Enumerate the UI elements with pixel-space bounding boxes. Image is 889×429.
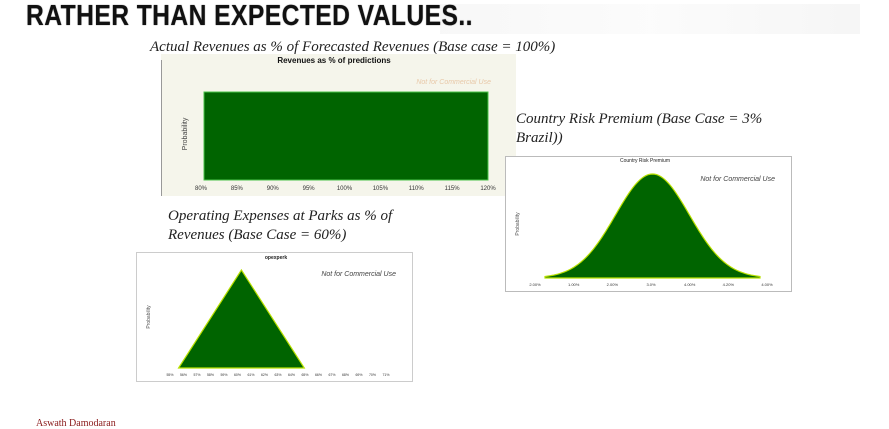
- country-risk-tick-label: 4.00%: [761, 282, 773, 287]
- opex-tick-label: 58%: [207, 373, 214, 377]
- revenue-left-border: [161, 60, 162, 196]
- revenue-tick-label: 95%: [303, 186, 316, 192]
- opex-tick-label: 65%: [301, 373, 308, 377]
- revenue-y-label: Probability: [182, 117, 189, 150]
- opex-tick-label: 59%: [220, 373, 227, 377]
- revenue-tick-label: 105%: [373, 186, 389, 192]
- country-risk-chart-title: Country Risk Premium: [620, 158, 670, 164]
- opex-tick-label: 64%: [288, 373, 295, 377]
- opex-tick-label: 57%: [193, 373, 200, 377]
- revenue-chart: Revenues as % of predictions Probability…: [161, 54, 516, 196]
- revenue-watermark: Not for Commercial Use: [416, 79, 491, 86]
- country-risk-caption: Country Risk Premium (Base Case = 3% Bra…: [516, 111, 763, 146]
- faded-header-band: [440, 4, 860, 34]
- opex-tick-label: 67%: [328, 373, 335, 377]
- opex-tick-label: 68%: [342, 373, 349, 377]
- revenue-tick-label: 85%: [231, 186, 244, 192]
- country-risk-plot-area: [544, 173, 761, 279]
- country-risk-chart: Country Risk Premium Probability Not for…: [505, 156, 792, 292]
- opex-chart: opexperk Probability Not for Commercial …: [136, 252, 413, 382]
- opex-caption: Operating Expenses at Parks as % of Reve…: [168, 208, 393, 243]
- country-risk-tick-label: 4.20%: [723, 282, 735, 287]
- revenue-plot-area: [203, 91, 489, 181]
- country-risk-tick-label: 2.00%: [607, 282, 619, 287]
- opex-tick-label: 71%: [382, 373, 389, 377]
- opex-tick-label: 56%: [180, 373, 187, 377]
- country-risk-tick-label: 3.0%: [646, 282, 656, 287]
- opex-tick-label: 55%: [166, 373, 173, 377]
- opex-x-ticks: 55% 56% 57% 58% 59% 60% 61% 62% 63% 64% 65% 66% 67% 6…: [166, 373, 389, 377]
- revenue-tick-label: 80%: [195, 186, 208, 192]
- revenue-tick-label: 90%: [267, 186, 280, 192]
- country-risk-tick-label: 1.00%: [568, 282, 580, 287]
- revenue-chart-title: Revenues as % of predictions: [277, 56, 391, 65]
- country-risk-tick-label: 4.00%: [684, 282, 696, 287]
- revenue-tick-label: 100%: [337, 186, 353, 192]
- opex-watermark: Not for Commercial Use: [321, 271, 396, 278]
- opex-tick-label: 60%: [234, 373, 241, 377]
- country-risk-tick-label: 2.00%: [529, 282, 541, 287]
- slide-title: RATHER THAN EXPECTED VALUES..: [26, 0, 473, 32]
- revenue-tick-label: 110%: [409, 186, 425, 192]
- revenue-tick-label: 115%: [445, 186, 461, 192]
- revenue-x-ticks: 80% 85% 90% 95% 100% 105% 110% 115% 120%: [195, 186, 496, 192]
- revenue-uniform-area: [203, 91, 489, 181]
- country-risk-y-label: Probability: [515, 212, 521, 236]
- opex-tick-label: 70%: [369, 373, 376, 377]
- country-risk-watermark: Not for Commercial Use: [700, 176, 775, 183]
- revenue-caption: Actual Revenues as % of Forecasted Reven…: [150, 39, 556, 55]
- opex-tick-label: 66%: [315, 373, 322, 377]
- opex-tick-label: 61%: [247, 373, 254, 377]
- country-risk-x-ticks: 2.00% 1.00% 2.00% 3.0% 4.00% 4.20% 4.00%: [529, 282, 773, 287]
- country-risk-normal-curve: [544, 173, 761, 279]
- opex-y-label: Probability: [146, 305, 152, 329]
- revenue-tick-label: 120%: [480, 186, 496, 192]
- opex-chart-title: opexperk: [265, 255, 287, 261]
- opex-tick-label: 62%: [261, 373, 268, 377]
- footer-author: Aswath Damodaran: [36, 418, 116, 429]
- opex-tick-label: 63%: [274, 373, 281, 377]
- opex-plot-area: [177, 268, 306, 369]
- opex-triangular-area: [177, 268, 306, 369]
- opex-tick-label: 69%: [355, 373, 362, 377]
